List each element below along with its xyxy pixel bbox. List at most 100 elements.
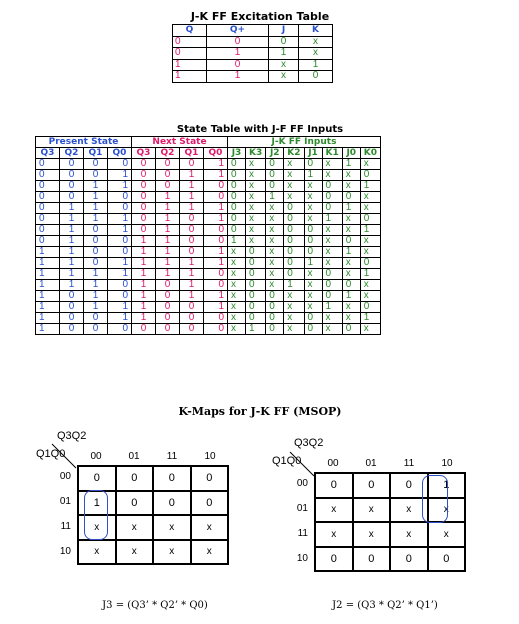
- state-table-cell: x: [321, 312, 343, 324]
- state-table-cell: 0: [303, 224, 323, 236]
- state-header-cell: Q2: [59, 147, 84, 159]
- state-table-cell: 0: [303, 323, 323, 335]
- state-table-cell: 0: [59, 180, 84, 192]
- state-table-cell: x: [265, 268, 285, 280]
- state-table-cell: 0: [155, 279, 180, 291]
- state-header-cell: K0: [359, 147, 382, 159]
- state-table-cell: x: [341, 213, 361, 225]
- kmap-col-header: 01: [128, 451, 140, 462]
- kmap-col-var: Q3Q2: [294, 437, 324, 449]
- state-table-cell: 0: [131, 224, 156, 236]
- state-table-cell: 1: [131, 257, 156, 269]
- state-header-cell: Q0: [203, 147, 228, 159]
- state-table-cell: x: [227, 279, 246, 291]
- state-table-cell: 1: [83, 268, 108, 280]
- state-table-cell: 0: [321, 279, 343, 291]
- state-table-cell: 0: [321, 268, 343, 280]
- kmap-col-header: 10: [441, 458, 453, 469]
- state-table-cell: 1: [341, 246, 361, 258]
- state-table-cell: 1: [131, 279, 156, 291]
- state-table-cell: 0: [283, 213, 305, 225]
- state-table-cell: 0: [227, 180, 246, 192]
- state-table-cell: 0: [203, 268, 228, 280]
- kmap-diagonal-line: [289, 451, 315, 477]
- state-table-cell: 1: [303, 169, 323, 181]
- kmap-cell: 0: [315, 473, 353, 498]
- excitation-cell: 1: [298, 58, 333, 71]
- state-table-cell: 1: [179, 202, 204, 214]
- state-table-cell: x: [359, 191, 382, 203]
- state-table-cell: 1: [107, 180, 132, 192]
- state-table-cell: x: [244, 202, 267, 214]
- state-table-cell: 1: [179, 279, 204, 291]
- state-table-cell: 1: [83, 202, 108, 214]
- state-table-cell: x: [227, 301, 246, 313]
- kmap-col-header: 00: [90, 451, 102, 462]
- state-table-cell: 1: [244, 323, 267, 335]
- state-table-cell: 1: [321, 301, 343, 313]
- state-header-cell: J0: [341, 147, 361, 159]
- kmap-diagonal-line: [51, 443, 77, 469]
- kmap-row-header: 01: [296, 503, 308, 514]
- excitation-cell: 1: [206, 47, 269, 60]
- state-table-cell: 0: [359, 213, 382, 225]
- state-table-cell: x: [265, 235, 285, 247]
- state-table-cell: 0: [203, 235, 228, 247]
- state-table-cell: 0: [83, 312, 108, 324]
- state-table-cell: 0: [35, 224, 60, 236]
- state-table-cell: 1: [359, 312, 382, 324]
- state-table-cell: x: [359, 323, 382, 335]
- state-table-cell: 0: [244, 246, 267, 258]
- state-table-cell: x: [321, 224, 343, 236]
- state-table-cell: x: [359, 279, 382, 291]
- kmap-cell: x: [190, 539, 228, 564]
- kmap-col-header: 11: [166, 451, 178, 462]
- kmap-cell: 0: [390, 473, 428, 498]
- kmap-cell: 1: [427, 473, 465, 498]
- kmap-col-header: 10: [204, 451, 216, 462]
- state-table-cell: x: [283, 301, 305, 313]
- state-table-cell: 1: [107, 312, 132, 324]
- kmap-col-header: 01: [365, 458, 377, 469]
- state-table-cell: 0: [303, 246, 323, 258]
- kmap-cell: 0: [427, 546, 465, 571]
- state-table-cell: x: [341, 301, 361, 313]
- kmaps-title: K-Maps for J-K FF (MSOP): [178, 405, 342, 418]
- state-table-cell: x: [283, 158, 305, 170]
- state-table-cell: 0: [227, 213, 246, 225]
- state-table-cell: 1: [59, 268, 84, 280]
- state-table-cell: 0: [265, 312, 285, 324]
- state-table-cell: 1: [283, 279, 305, 291]
- state-table-cell: 0: [35, 235, 60, 247]
- kmap-cell: 0: [153, 466, 191, 491]
- excitation-header-cell: Q+: [206, 24, 269, 37]
- kmap-cell: x: [427, 497, 465, 522]
- state-table-cell: 0: [283, 224, 305, 236]
- state-table-cell: 0: [107, 279, 132, 291]
- state-table-cell: 0: [155, 290, 180, 302]
- state-table-cell: x: [283, 290, 305, 302]
- state-table-cell: 0: [244, 268, 267, 280]
- kmap-cell: x: [352, 522, 390, 547]
- state-table-cell: x: [227, 312, 246, 324]
- state-table-cell: 0: [155, 312, 180, 324]
- state-table-cell: 0: [107, 158, 132, 170]
- state-table-cell: 1: [203, 290, 228, 302]
- state-table-cell: 0: [203, 323, 228, 335]
- kmap-cell: x: [315, 497, 353, 522]
- state-table-cell: 1: [59, 279, 84, 291]
- state-table-cell: 0: [83, 257, 108, 269]
- state-table-cell: 1: [155, 257, 180, 269]
- excitation-cell: 0: [206, 58, 269, 71]
- state-table-cell: x: [244, 235, 267, 247]
- state-table-cell: 1: [179, 257, 204, 269]
- excitation-cell: 1: [206, 70, 269, 83]
